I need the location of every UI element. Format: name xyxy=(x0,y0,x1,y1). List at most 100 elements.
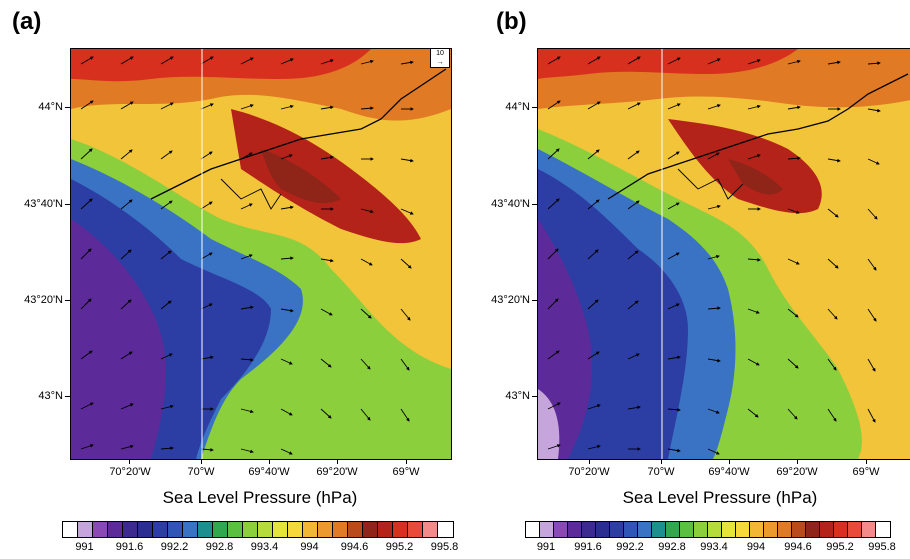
colorbar-tick-label: 994.6 xyxy=(340,541,369,553)
colorbar-swatch xyxy=(153,522,168,537)
colorbar-swatch xyxy=(348,522,363,537)
panel-a: (a) xyxy=(12,8,458,553)
colorbar-swatch xyxy=(378,522,393,537)
colorbar-swatch xyxy=(108,522,123,537)
lon-tick xyxy=(589,459,590,464)
colorbar-title: Sea Level Pressure (hPa) xyxy=(162,488,358,507)
colorbar-tick-label: 995.2 xyxy=(385,541,414,553)
colorbar-swatch xyxy=(540,522,554,537)
colorbar-tick-label: 995.8 xyxy=(430,541,459,553)
colorbar-swatch xyxy=(183,522,198,537)
colorbar-swatch xyxy=(438,522,453,537)
lat-label: 43°20'N xyxy=(491,294,530,306)
colorbar-swatch xyxy=(363,522,378,537)
colorbar-tick-label: 995.8 xyxy=(868,541,896,553)
colorbar-swatch xyxy=(834,522,848,537)
pressure-field-svg xyxy=(538,49,910,459)
colorbar-swatch xyxy=(93,522,108,537)
lat-label: 43°40'N xyxy=(24,198,63,210)
lat-tick xyxy=(532,204,537,205)
colorbar-swatch xyxy=(736,522,750,537)
lon-label: 70°W xyxy=(647,466,675,478)
colorbar-swatch xyxy=(168,522,183,537)
lat-label: 43°20'N xyxy=(24,294,63,306)
colorbar-tick-label: 991.6 xyxy=(574,541,602,553)
lon-tick xyxy=(866,459,867,464)
colorbar-swatch xyxy=(408,522,423,537)
colorbar xyxy=(525,521,891,538)
lon-tick xyxy=(797,459,798,464)
colorbar-swatch xyxy=(568,522,582,537)
colorbar-swatch xyxy=(750,522,764,537)
colorbar-swatch xyxy=(333,522,348,537)
colorbar-tick-label: 991 xyxy=(75,541,94,553)
colorbar-swatch xyxy=(722,522,736,537)
colorbar-swatch xyxy=(273,522,288,537)
pressure-map xyxy=(70,48,452,460)
pressure-map xyxy=(537,48,910,460)
lon-tick xyxy=(337,459,338,464)
lon-label: 69°W xyxy=(392,466,420,478)
lon-label: 70°20'W xyxy=(109,466,151,478)
lat-label: 43°N xyxy=(38,390,63,402)
lat-tick xyxy=(532,300,537,301)
colorbar-swatch xyxy=(582,522,596,537)
lat-label: 43°40'N xyxy=(491,198,530,210)
reference-vector: 10 → xyxy=(430,48,450,68)
colorbar-swatch xyxy=(198,522,213,537)
lat-tick xyxy=(532,396,537,397)
lat-label: 43°N xyxy=(505,390,530,402)
panel-label: (a) xyxy=(12,8,42,35)
lon-tick xyxy=(201,459,202,464)
colorbar-swatch xyxy=(243,522,258,537)
colorbar-swatch xyxy=(213,522,228,537)
lon-label: 70°W xyxy=(187,466,215,478)
lon-label: 69°40'W xyxy=(248,466,290,478)
colorbar-swatch xyxy=(526,522,540,537)
colorbar-swatch xyxy=(228,522,243,537)
colorbar-tick-label: 993.4 xyxy=(250,541,279,553)
colorbar-swatch xyxy=(596,522,610,537)
colorbar-swatch xyxy=(764,522,778,537)
colorbar-swatch xyxy=(78,522,93,537)
colorbar-title: Sea Level Pressure (hPa) xyxy=(622,488,818,507)
colorbar-swatch xyxy=(792,522,806,537)
colorbar-tick-label: 992.2 xyxy=(616,541,644,553)
colorbar-swatch xyxy=(666,522,680,537)
lat-label: 44°N xyxy=(38,101,63,113)
lat-label: 44°N xyxy=(505,101,530,113)
lon-tick xyxy=(661,459,662,464)
lon-label: 69°40'W xyxy=(708,466,750,478)
colorbar-swatch xyxy=(288,522,303,537)
lon-tick xyxy=(129,459,130,464)
colorbar-swatch xyxy=(806,522,820,537)
colorbar-swatch xyxy=(848,522,862,537)
colorbar-tick-label: 994 xyxy=(746,541,766,553)
lon-label: 70°20'W xyxy=(568,466,610,478)
colorbar-swatch xyxy=(318,522,333,537)
colorbar-swatch xyxy=(258,522,273,537)
colorbar-swatch xyxy=(778,522,792,537)
lon-label: 69°W xyxy=(852,466,880,478)
colorbar-tick-label: 995.2 xyxy=(826,541,854,553)
lat-tick xyxy=(532,107,537,108)
colorbar-swatch xyxy=(610,522,624,537)
colorbar-tick-label: 992.8 xyxy=(658,541,686,553)
colorbar xyxy=(62,521,454,538)
colorbar-swatch xyxy=(680,522,694,537)
lat-tick xyxy=(65,300,70,301)
lon-tick xyxy=(729,459,730,464)
colorbar-swatch xyxy=(63,522,78,537)
colorbar-tick-label: 991 xyxy=(536,541,556,553)
colorbar-tick-label: 992.8 xyxy=(205,541,234,553)
colorbar-swatch xyxy=(876,522,890,537)
colorbar-tick-label: 991.6 xyxy=(115,541,144,553)
colorbar-swatch xyxy=(638,522,652,537)
panel-label: (b) xyxy=(496,8,527,35)
colorbar-tick-label: 993.4 xyxy=(700,541,728,553)
colorbar-swatch xyxy=(554,522,568,537)
colorbar-swatch xyxy=(303,522,318,537)
colorbar-swatch xyxy=(820,522,834,537)
lon-label: 69°20'W xyxy=(316,466,358,478)
colorbar-swatch xyxy=(138,522,153,537)
